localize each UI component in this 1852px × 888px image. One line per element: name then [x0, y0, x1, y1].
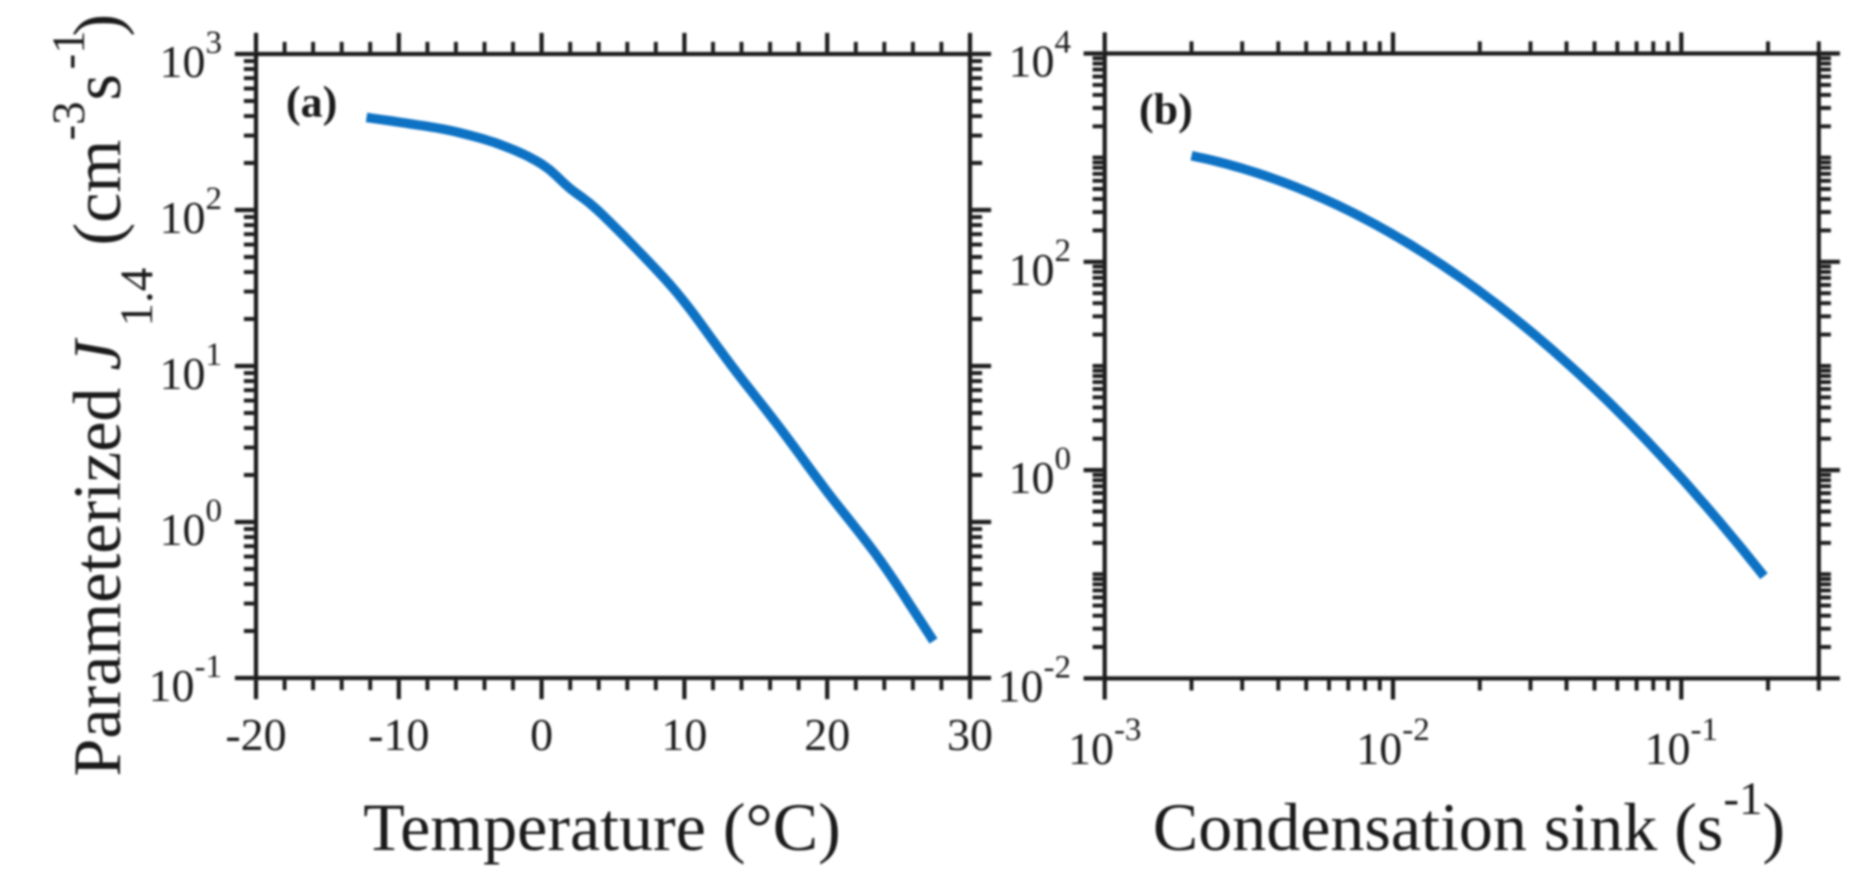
svg-text:-20: -20 [225, 709, 286, 760]
svg-text:Temperature (°C): Temperature (°C) [363, 789, 840, 865]
svg-text:0: 0 [530, 709, 553, 760]
svg-text:(b): (b) [1139, 85, 1193, 134]
svg-text:30: 30 [947, 709, 993, 760]
svg-text:Condensation sink (s-1): Condensation sink (s-1) [1153, 773, 1785, 865]
svg-text:ParameterizedJ1.4(cm-3s-1): ParameterizedJ1.4(cm-3s-1) [43, 14, 163, 777]
svg-text:(a): (a) [286, 78, 337, 127]
svg-text:10-2: 10-2 [998, 649, 1072, 711]
svg-text:20: 20 [804, 709, 850, 760]
svg-text:10: 10 [661, 709, 707, 760]
svg-text:100: 100 [160, 493, 223, 555]
svg-text:10-3: 10-3 [1068, 712, 1142, 774]
svg-text:-10: -10 [368, 709, 429, 760]
svg-text:100: 100 [1009, 441, 1072, 503]
